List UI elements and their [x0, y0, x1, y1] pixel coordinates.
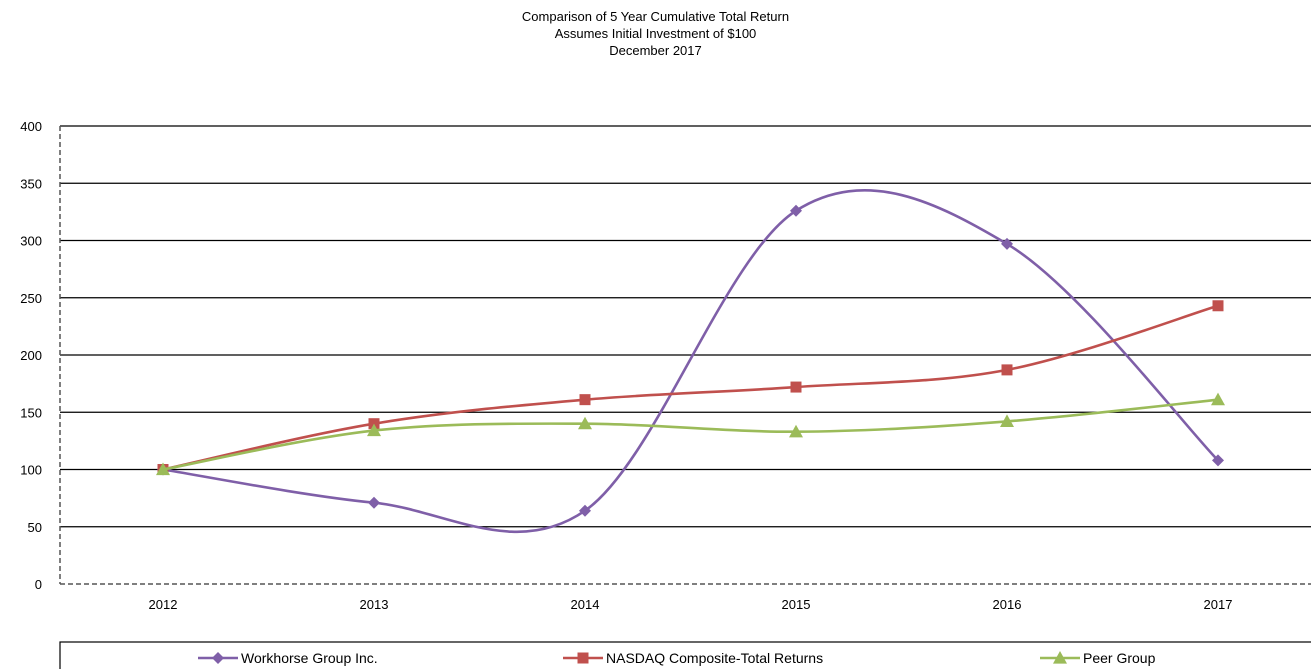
data-point-nasdaq-composite-total-returns-2016 — [1001, 364, 1013, 376]
legend-marker-workhorse-group-inc — [212, 652, 224, 664]
x-tick-label-2015: 2015 — [782, 597, 811, 612]
legend-marker-nasdaq-composite-total-returns — [577, 652, 589, 664]
data-point-workhorse-group-inc-2014 — [579, 504, 591, 517]
x-tick-label-2013: 2013 — [360, 597, 389, 612]
data-point-peer-group-2017 — [1211, 392, 1225, 406]
chart-title: Comparison of 5 Year Cumulative Total Re… — [521, 9, 790, 24]
data-point-peer-group-2016 — [1000, 414, 1014, 428]
y-tick-label-400: 400 — [20, 119, 42, 134]
y-tick-label-250: 250 — [20, 291, 42, 306]
x-tick-label-2014: 2014 — [571, 597, 600, 612]
series-line-nasdaq-composite-total-returns — [162, 304, 1219, 471]
y-tick-label-0: 0 — [35, 577, 42, 592]
data-point-workhorse-group-inc-2017 — [1212, 454, 1224, 467]
y-tick-label-150: 150 — [20, 405, 42, 420]
data-point-workhorse-group-inc-2013 — [368, 496, 380, 509]
chart-subtitle-line-2: December 2017 — [609, 43, 702, 58]
chart-subtitle-line-1: Assumes Initial Investment of $100 — [554, 26, 757, 41]
legend-label-nasdaq-composite-total-returns: NASDAQ Composite-Total Returns — [606, 650, 823, 666]
data-point-workhorse-group-inc-2015 — [790, 204, 802, 217]
data-point-nasdaq-composite-total-returns-2014 — [579, 394, 591, 406]
legend-label-peer-group: Peer Group — [1083, 650, 1156, 666]
data-point-workhorse-group-inc-2016 — [1001, 237, 1013, 250]
x-tick-label-2017: 2017 — [1204, 597, 1233, 612]
legend-marker-peer-group — [1053, 651, 1067, 664]
x-tick-label-2012: 2012 — [149, 597, 178, 612]
y-tick-label-350: 350 — [20, 176, 42, 191]
data-point-nasdaq-composite-total-returns-2017 — [1212, 300, 1224, 312]
legend-box — [59, 641, 1311, 669]
y-tick-label-100: 100 — [20, 463, 42, 478]
series-line-workhorse-group-inc — [162, 189, 1219, 534]
data-point-nasdaq-composite-total-returns-2015 — [790, 381, 802, 393]
y-tick-label-300: 300 — [20, 234, 42, 249]
chart-title-block: Comparison of 5 Year Cumulative Total Re… — [0, 8, 1311, 59]
y-tick-label-200: 200 — [20, 348, 42, 363]
x-tick-label-2016: 2016 — [993, 597, 1022, 612]
data-point-peer-group-2012 — [156, 462, 170, 476]
data-point-peer-group-2013 — [367, 423, 381, 437]
legend-label-workhorse-group-inc: Workhorse Group Inc. — [241, 650, 378, 666]
data-point-peer-group-2014 — [578, 416, 592, 430]
data-point-peer-group-2015 — [789, 424, 803, 438]
y-tick-label-50: 50 — [28, 520, 42, 535]
series-line-peer-group — [162, 398, 1219, 471]
